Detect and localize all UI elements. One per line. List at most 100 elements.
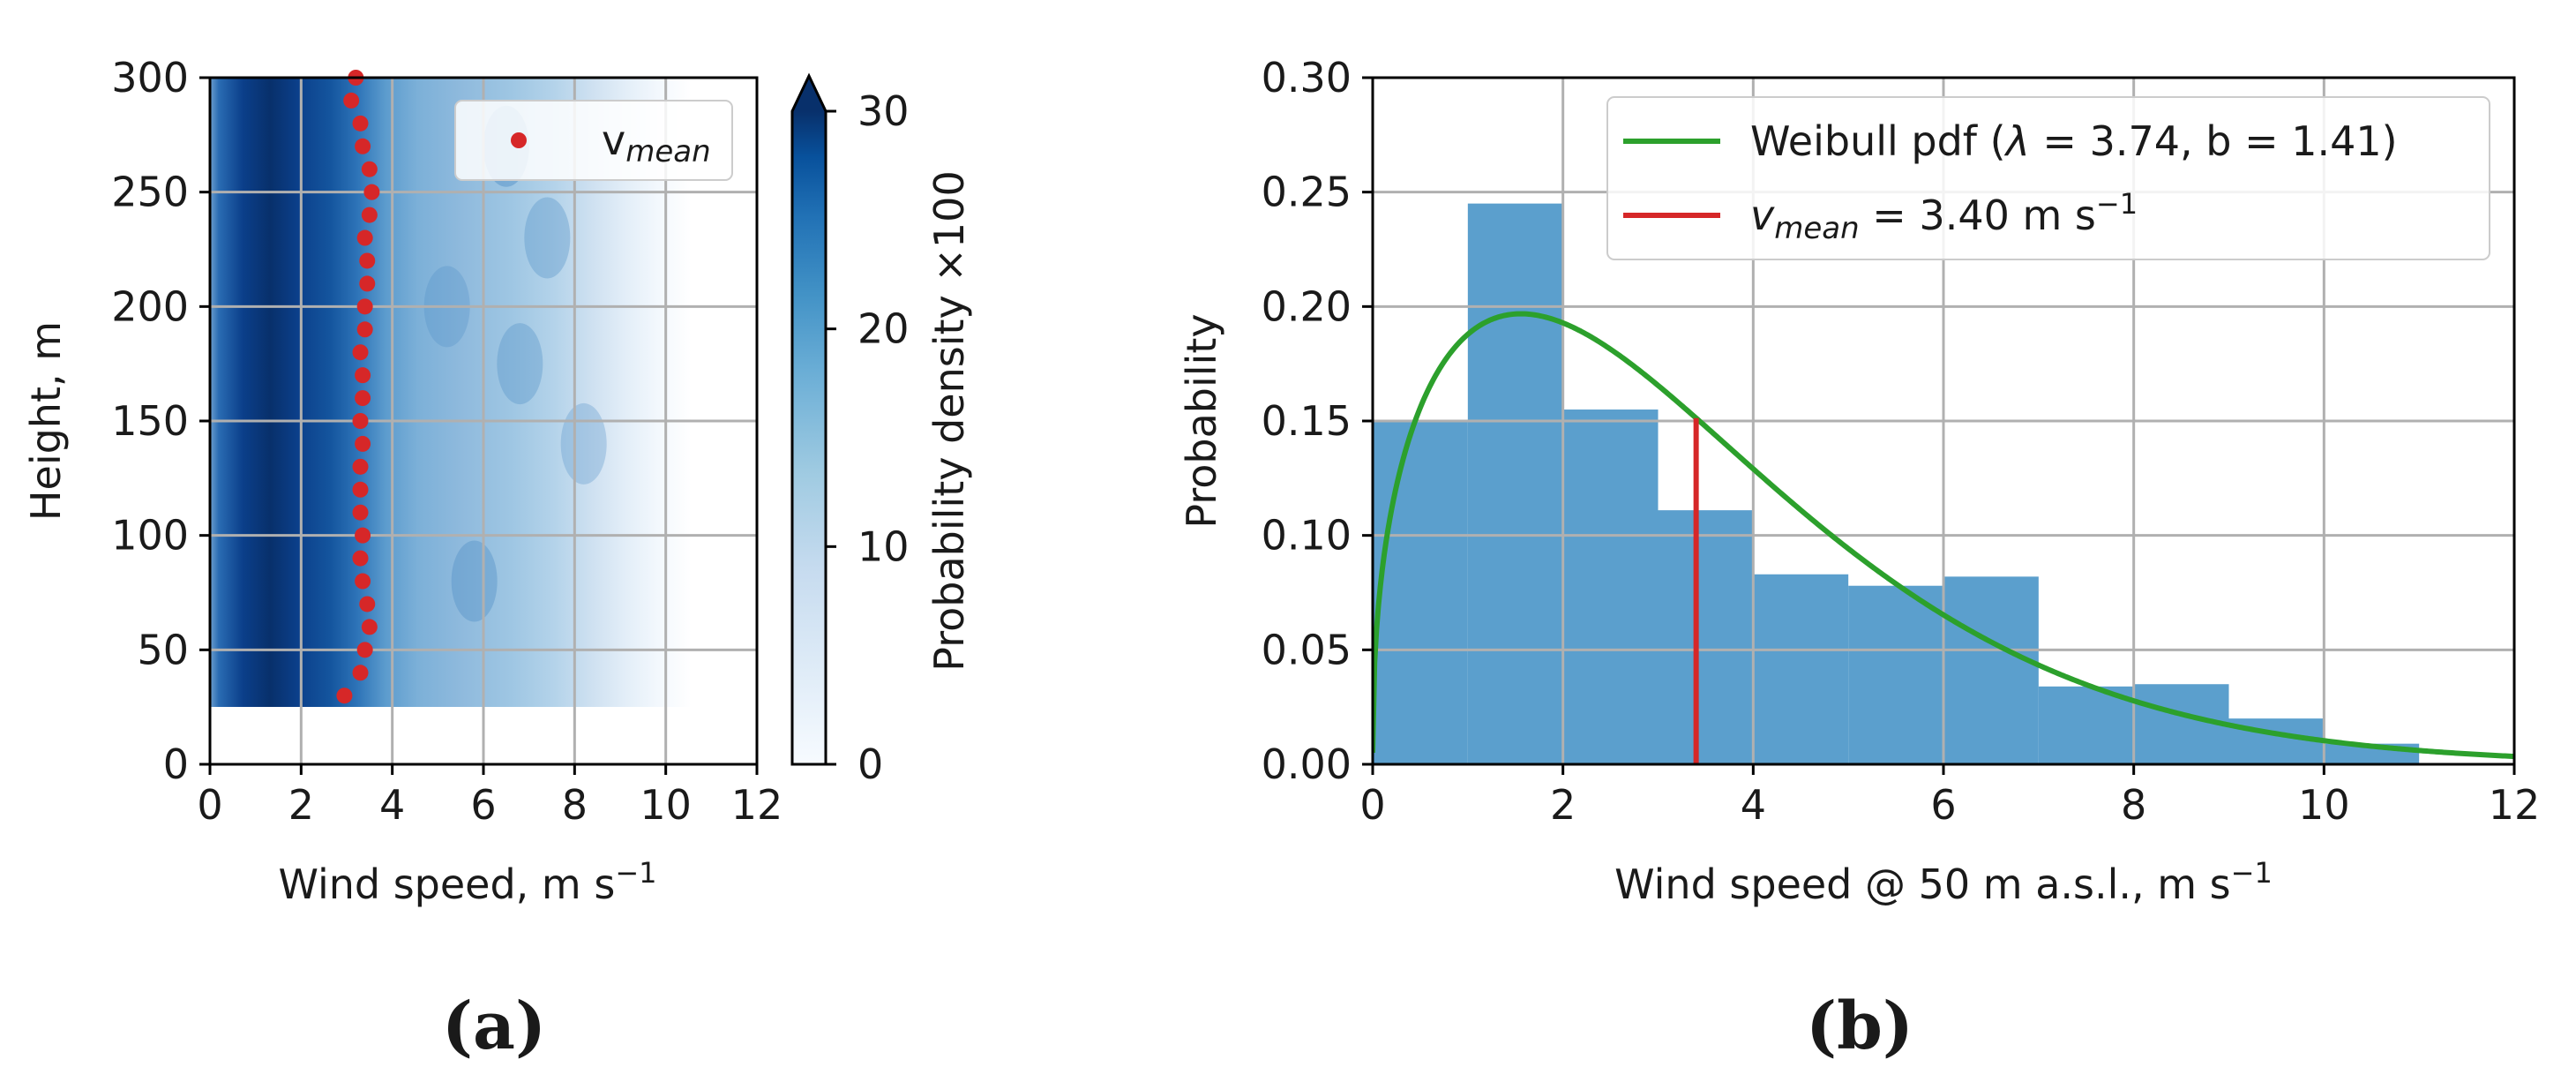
x-tick-label: 12 (2489, 781, 2541, 829)
mean-point (355, 390, 371, 407)
mean-point (352, 115, 369, 131)
x-tick-label: 0 (1359, 781, 1385, 829)
x-axis-label-a-main: Wind speed, m s (278, 860, 615, 908)
x-axis-label-b-main: Wind speed @ 50 m a.s.l., m s (1614, 860, 2230, 908)
x-tick-label: 4 (1741, 781, 1766, 829)
colorbar-label: Probability density ×100 (925, 170, 973, 671)
x-tick-label: 0 (197, 781, 222, 829)
legend-b: Weibull pdf (λ = 3.74, b = 1.41) vmean =… (1606, 96, 2490, 260)
mean-series-a (336, 70, 380, 704)
weibull-curve (1373, 311, 2514, 760)
y-tick-label: 0.20 (1262, 282, 1352, 330)
colorbar-tick-label: 20 (857, 305, 910, 353)
y-tick-label: 250 (111, 169, 189, 216)
density-patch (524, 197, 571, 279)
y-tick-label: 0.10 (1262, 512, 1352, 560)
x-axis-label-a: Wind speed, m s−1 (278, 856, 656, 908)
legend-label-mean-b-value: = 3.40 m s (1860, 192, 2096, 239)
y-tick-label: 0.25 (1262, 169, 1352, 216)
x-tick-label: 12 (731, 781, 783, 829)
mean-point (363, 184, 380, 200)
mean-point (336, 688, 353, 704)
x-ticks-a: 0 2 4 6 8 10 12 (197, 764, 783, 829)
histogram-bar (1467, 203, 1563, 764)
density-texture (423, 105, 607, 622)
legend-label-weibull-rest: = 3.74, b = 1.41) (2030, 117, 2398, 165)
mean-point (355, 435, 371, 452)
histogram-bar (1943, 576, 2039, 764)
x-tick-label: 6 (470, 781, 496, 829)
panel-b: 0 2 4 6 8 10 12 0.00 0.05 0.10 0.15 0.20 0.25 0.30 W… (1178, 54, 2540, 1064)
y-tick-label: 0 (163, 740, 189, 788)
y-tick-label: 0.00 (1262, 740, 1352, 788)
x-axis-label-a-sup: −1 (615, 856, 656, 890)
colorbar-extend-arrow (792, 76, 826, 111)
mean-point (352, 504, 369, 521)
colorbar-ticks: 0 10 20 30 (826, 87, 910, 788)
density-patch (497, 323, 543, 405)
mean-point (355, 573, 371, 590)
mean-point (359, 252, 376, 269)
legend-label-weibull-lambda: λ (2003, 117, 2030, 165)
x-ticks-b: 0 2 4 6 8 10 12 (1359, 764, 2540, 829)
mean-point (355, 527, 371, 544)
series-lines-b (1373, 311, 2514, 764)
mean-point (352, 344, 369, 361)
mean-point (355, 367, 371, 384)
legend-label-weibull: Weibull pdf (λ = 3.74, b = 1.41) (1750, 117, 2398, 165)
x-tick-label: 10 (640, 781, 692, 829)
mean-point (356, 642, 373, 658)
colorbar-outline (790, 72, 827, 766)
histogram-bar (1753, 574, 1849, 764)
histogram-bar (1373, 421, 1468, 764)
histogram-bar (1658, 510, 1754, 764)
colorbar: 0 10 20 30 Probability density ×100 (790, 72, 973, 788)
y-ticks-b: 0.00 0.05 0.10 0.15 0.20 0.25 0.30 (1262, 54, 1373, 788)
mean-point (343, 92, 360, 109)
histogram-bar (1848, 585, 1943, 764)
legend-a: vmean (454, 100, 733, 181)
mean-point (352, 481, 369, 498)
legend-box-a (454, 100, 733, 181)
histogram-bar (1562, 410, 1659, 764)
y-axis-label-b: Probability (1178, 313, 1225, 528)
mean-point (356, 229, 373, 246)
panel-label-a: (a) (442, 988, 546, 1064)
x-tick-label: 6 (1930, 781, 1956, 829)
x-tick-label: 4 (379, 781, 405, 829)
histogram-bar (2038, 686, 2134, 764)
mean-point (352, 665, 369, 681)
colorbar-body (792, 111, 826, 764)
y-tick-label: 300 (111, 54, 189, 101)
legend-label-mean: vmean (602, 116, 711, 169)
mean-point (361, 207, 378, 223)
mean-point (356, 321, 373, 338)
legend-marker-mean (511, 132, 527, 148)
panel-label-b: (b) (1806, 988, 1913, 1064)
mean-point (352, 458, 369, 475)
legend-label-mean-b-sup: −1 (2096, 187, 2138, 221)
x-tick-label: 8 (562, 781, 588, 829)
colorbar-tick-label: 0 (857, 740, 883, 788)
y-tick-label: 150 (111, 397, 189, 445)
y-tick-label: 100 (111, 512, 189, 560)
mean-point (359, 275, 376, 292)
y-tick-label: 0.15 (1262, 397, 1352, 445)
legend-label-weibull-main: Weibull pdf ( (1750, 117, 2006, 165)
x-tick-label: 8 (2121, 781, 2146, 829)
y-axis-label-a: Height, m (22, 321, 70, 521)
mean-point (359, 596, 376, 612)
legend-label-mean-b-v: v (1750, 192, 1775, 239)
legend-label-mean-main: v (602, 116, 625, 164)
x-tick-label: 2 (1550, 781, 1576, 829)
x-tick-label: 2 (288, 781, 314, 829)
mean-point (361, 161, 378, 177)
legend-box-b (1606, 96, 2490, 260)
mean-point (352, 550, 369, 567)
colorbar-tick-label: 10 (857, 522, 910, 570)
x-axis-label-b: Wind speed @ 50 m a.s.l., m s−1 (1614, 856, 2273, 908)
y-tick-label: 50 (137, 626, 189, 673)
density-patch (451, 540, 498, 622)
